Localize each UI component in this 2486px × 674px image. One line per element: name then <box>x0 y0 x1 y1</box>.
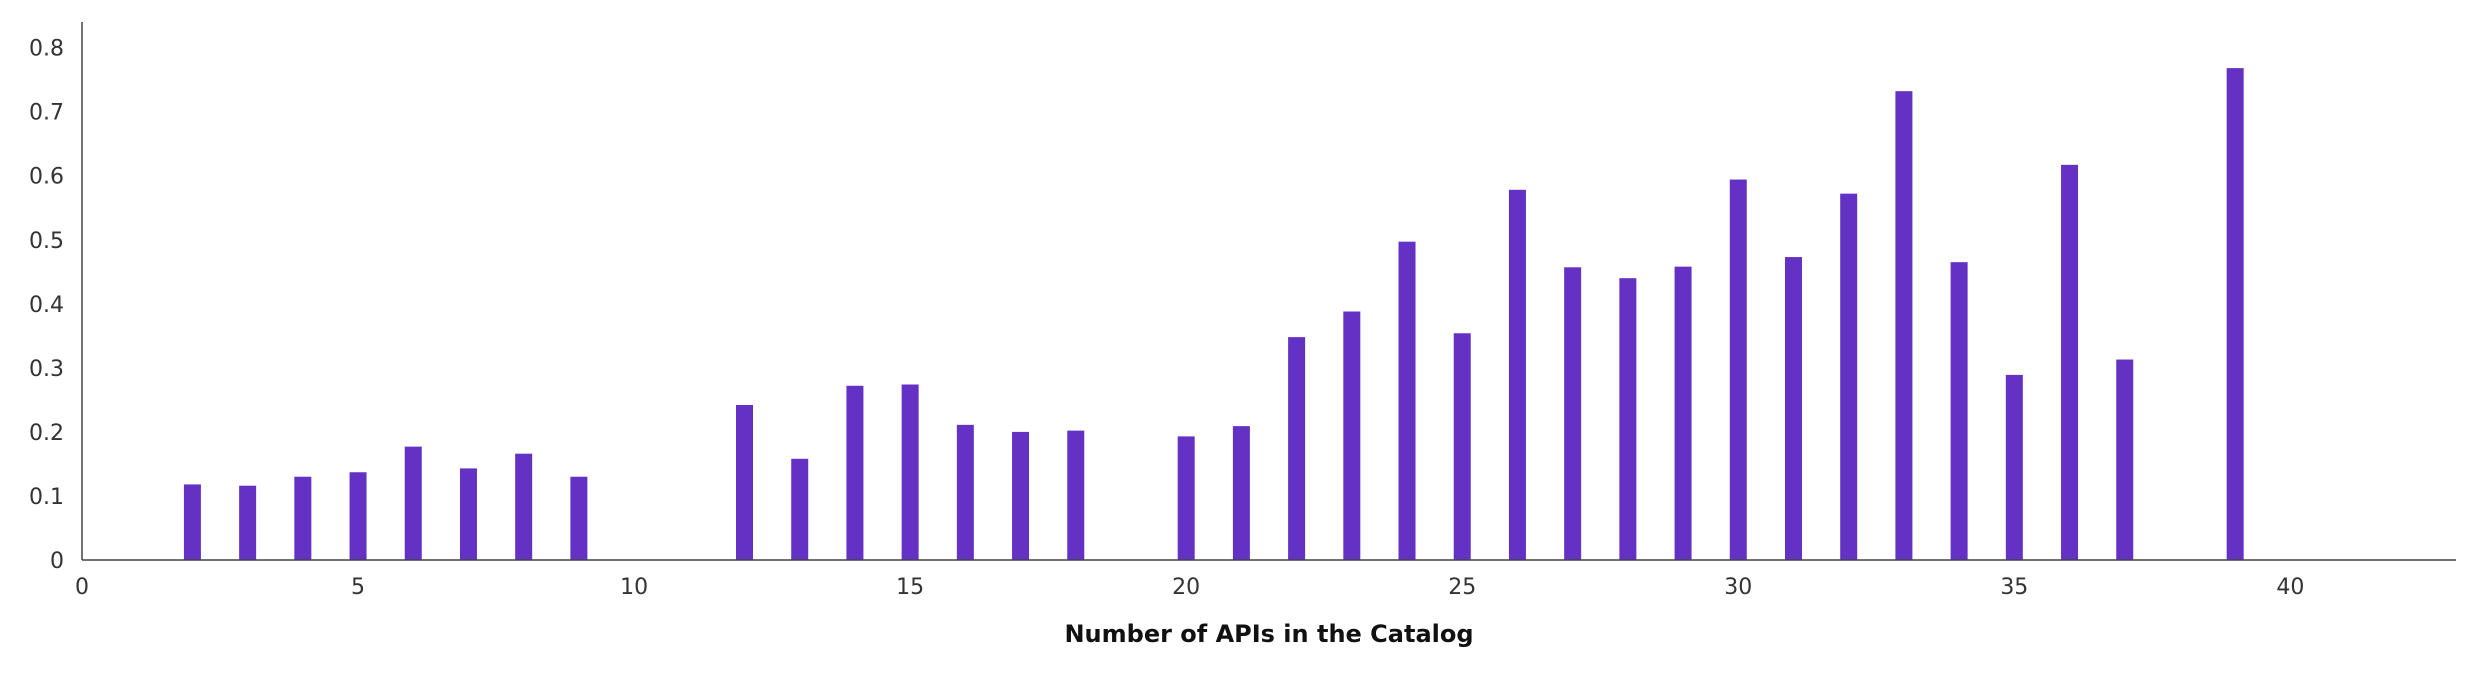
bar <box>1398 241 1416 560</box>
bar <box>1895 91 1913 561</box>
bar <box>956 424 974 560</box>
bar <box>1012 431 1030 560</box>
y-tick-label: 0.3 <box>29 357 64 382</box>
bar <box>2116 359 2134 560</box>
x-tick-label: 40 <box>2276 575 2304 600</box>
bar <box>294 476 312 560</box>
x-tick-label: 35 <box>2000 575 2028 600</box>
bar <box>459 468 477 560</box>
bar <box>1840 193 1858 560</box>
y-tick-label: 0.2 <box>29 421 64 446</box>
bar <box>1619 278 1637 560</box>
bar <box>846 385 864 560</box>
x-tick-label: 15 <box>896 575 924 600</box>
bar <box>1564 267 1582 560</box>
bar <box>1784 257 1802 560</box>
bar <box>515 453 533 560</box>
y-tick-label: 0.8 <box>29 37 64 62</box>
bar <box>1453 333 1471 560</box>
y-tick-label: 0.1 <box>29 485 64 510</box>
bar <box>239 485 257 560</box>
x-axis-ticks: 0 5 10 15 20 25 30 35 40 <box>75 575 2304 600</box>
bar <box>791 458 809 560</box>
bar <box>1729 179 1747 561</box>
bar <box>1950 262 1968 560</box>
bar <box>1288 337 1306 560</box>
x-tick-label: 25 <box>1448 575 1476 600</box>
y-axis-ticks: 0 0.1 0.2 0.3 0.4 0.5 0.6 0.7 0.8 <box>29 37 64 574</box>
y-tick-label: 0.4 <box>29 293 64 318</box>
bar <box>570 476 588 560</box>
bar <box>1674 266 1692 560</box>
x-tick-label: 10 <box>620 575 648 600</box>
x-tick-label: 30 <box>1724 575 1752 600</box>
x-tick-label: 0 <box>75 575 89 600</box>
y-tick-label: 0.6 <box>29 165 64 190</box>
bar <box>404 446 422 560</box>
bar <box>2061 164 2079 561</box>
bar <box>1232 426 1250 560</box>
x-tick-label: 20 <box>1172 575 1200 600</box>
y-tick-label: 0 <box>50 549 64 574</box>
bar <box>349 472 367 560</box>
y-tick-label: 0.5 <box>29 229 64 254</box>
bar-series <box>183 68 2244 561</box>
bar <box>2226 68 2244 560</box>
bar <box>2005 374 2023 560</box>
bar <box>901 384 919 560</box>
x-tick-label: 5 <box>351 575 365 600</box>
bar <box>1508 189 1526 561</box>
y-tick-label: 0.7 <box>29 101 64 126</box>
bar <box>1067 430 1085 560</box>
bar <box>736 405 754 560</box>
bar <box>1177 436 1195 560</box>
bar <box>183 484 201 560</box>
bar <box>1343 311 1361 560</box>
x-axis-title: Number of APIs in the Catalog <box>1064 620 1473 648</box>
